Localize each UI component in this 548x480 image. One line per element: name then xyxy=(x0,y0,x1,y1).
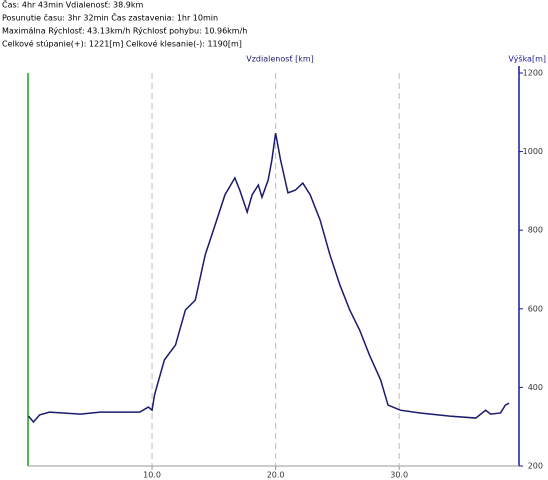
y-tick-label: 600 xyxy=(528,304,543,313)
y-tick-label: 400 xyxy=(528,383,543,392)
x-tick-label: 10.0 xyxy=(143,471,161,480)
x-axis-label: Vzdialenosť [km] xyxy=(246,55,314,64)
x-tick-label: 30.0 xyxy=(390,471,408,480)
x-tick-label: 20.0 xyxy=(267,471,285,480)
y-tick-label: 200 xyxy=(528,462,543,471)
elevation-line xyxy=(27,132,510,424)
y-axis-label: Výška[m] xyxy=(508,54,546,64)
y-tick-label: 800 xyxy=(528,226,543,235)
y-tick-label: 1000 xyxy=(523,147,543,156)
y-tick-label: 1200 xyxy=(523,69,543,78)
info-line: Celkové stúpanie(+): 1221[m] Celkové kle… xyxy=(2,39,242,49)
info-line: Maximálna Rýchlosť: 43.13km/h Rýchlosť p… xyxy=(2,27,247,36)
info-line: Čas: 4hr 43min Vdialenosť: 38.9km xyxy=(2,0,143,10)
info-line: Posunutie času: 3hr 32min Čas zastavenia… xyxy=(2,12,218,23)
